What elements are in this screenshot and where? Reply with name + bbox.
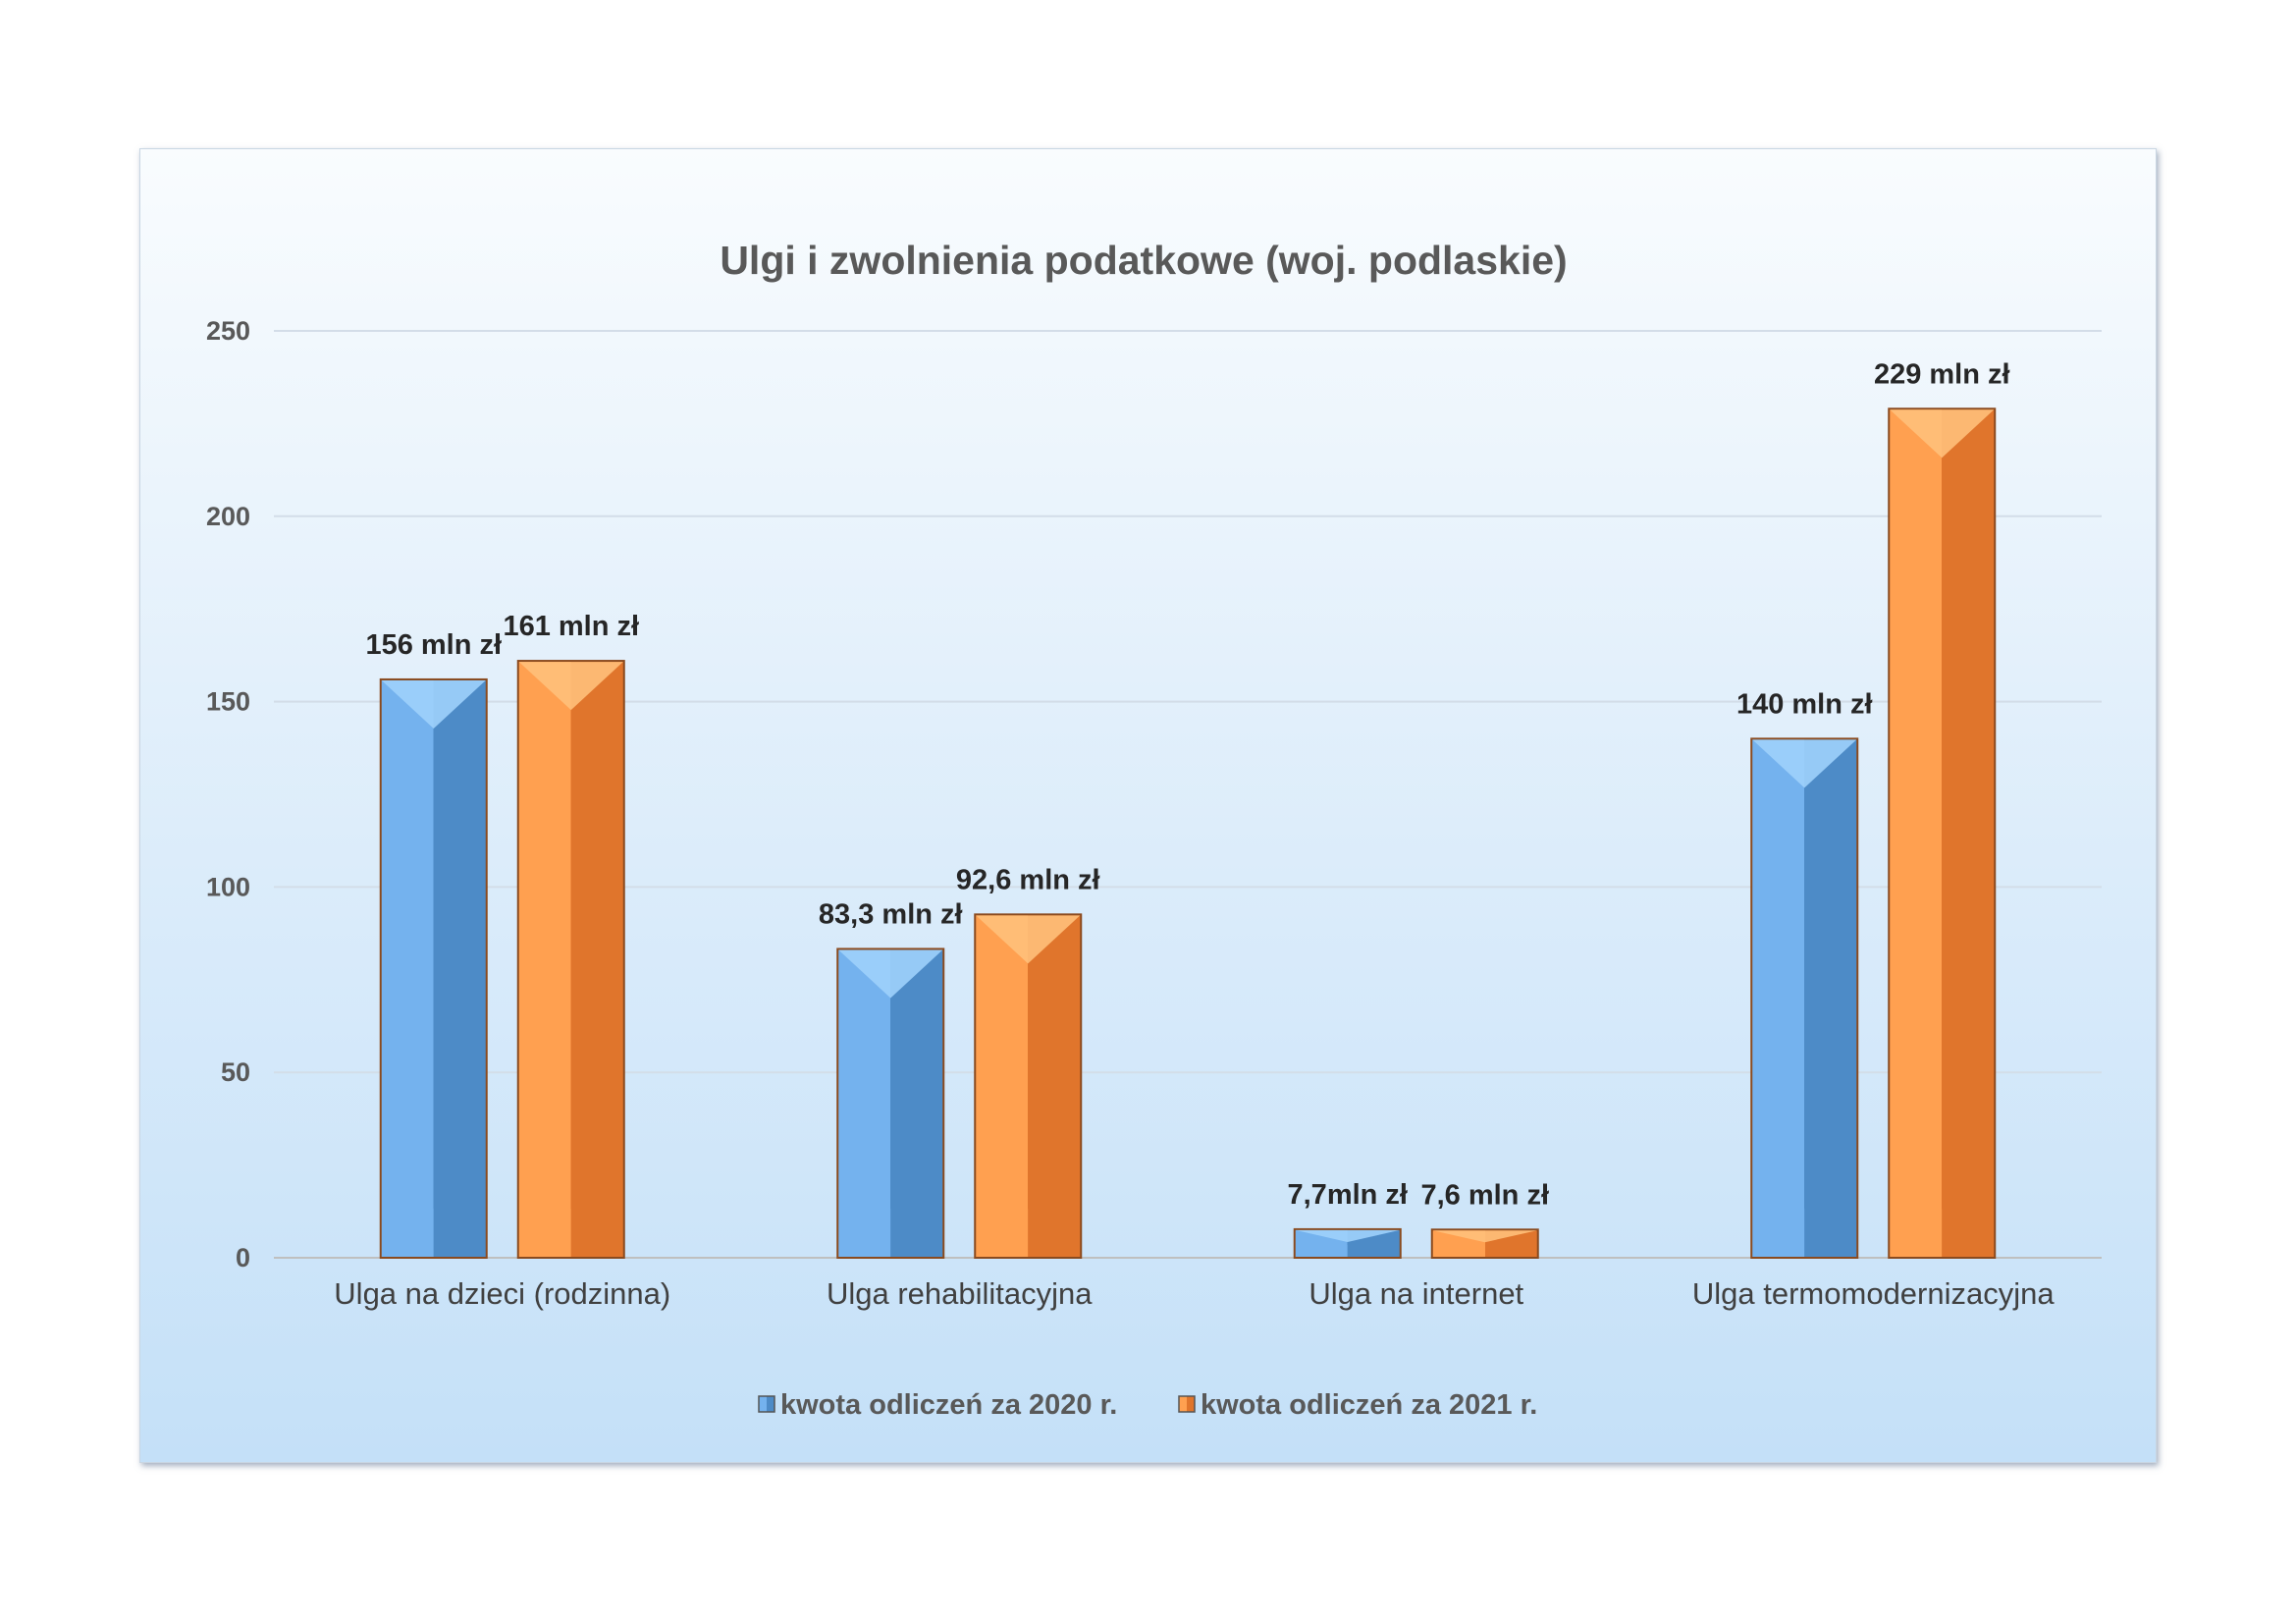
x-tick-label: Ulga rehabilitacyjna — [827, 1276, 1093, 1311]
bars — [379, 407, 1997, 1260]
bar — [1430, 1228, 1539, 1259]
y-tick-label: 200 — [206, 502, 250, 531]
legend-label: kwota odliczeń za 2021 r. — [1201, 1389, 1537, 1421]
legend-item: kwota odliczeń za 2021 r. — [1178, 1389, 1537, 1421]
bar — [836, 947, 945, 1260]
data-label: 7,7mln zł — [1288, 1179, 1409, 1211]
y-tick-label: 0 — [236, 1243, 250, 1272]
bar — [1750, 737, 1859, 1259]
bar — [379, 677, 488, 1259]
y-tick-label: 150 — [206, 687, 250, 717]
legend-swatch — [1178, 1395, 1196, 1413]
x-tick-label: Ulga termomodernizacyjna — [1692, 1276, 2055, 1311]
data-label: 161 mln zł — [503, 611, 639, 642]
data-label: 229 mln zł — [1874, 358, 2010, 390]
y-tick-label: 100 — [206, 872, 250, 901]
legend-swatch — [758, 1395, 775, 1413]
legend-item: kwota odliczeń za 2020 r. — [758, 1389, 1117, 1421]
data-label: 92,6 mln zł — [956, 864, 1100, 895]
bar — [1888, 407, 1997, 1259]
x-tick-label: Ulga na internet — [1308, 1276, 1523, 1311]
bar — [974, 913, 1083, 1259]
bar — [516, 660, 625, 1259]
legend-label: kwota odliczeń za 2020 r. — [780, 1389, 1117, 1421]
legend: kwota odliczeń za 2020 r. kwota odliczeń … — [758, 1389, 1537, 1421]
chart-container: Ulgi i zwolnienia podatkowe (woj. podlas… — [139, 148, 2157, 1463]
y-axis-ticks: 0 50 100 150 200 250 — [206, 316, 250, 1272]
data-label: 83,3 mln zł — [819, 898, 963, 930]
x-tick-label: Ulga na dzieci (rodzinna) — [334, 1276, 670, 1311]
data-label: 156 mln zł — [365, 629, 502, 661]
x-axis-labels: Ulga na dzieci (rodzinna) Ulga rehabilita… — [334, 1276, 2055, 1311]
y-tick-label: 50 — [221, 1057, 250, 1087]
data-label: 7,6 mln zł — [1420, 1179, 1549, 1211]
chart-svg: Ulgi i zwolnienia podatkowe (woj. podlas… — [206, 238, 2102, 1421]
y-tick-label: 250 — [206, 316, 250, 346]
data-label: 140 mln zł — [1736, 688, 1873, 720]
bar — [1293, 1227, 1402, 1260]
chart-title: Ulgi i zwolnienia podatkowe (woj. podlas… — [720, 238, 1567, 283]
